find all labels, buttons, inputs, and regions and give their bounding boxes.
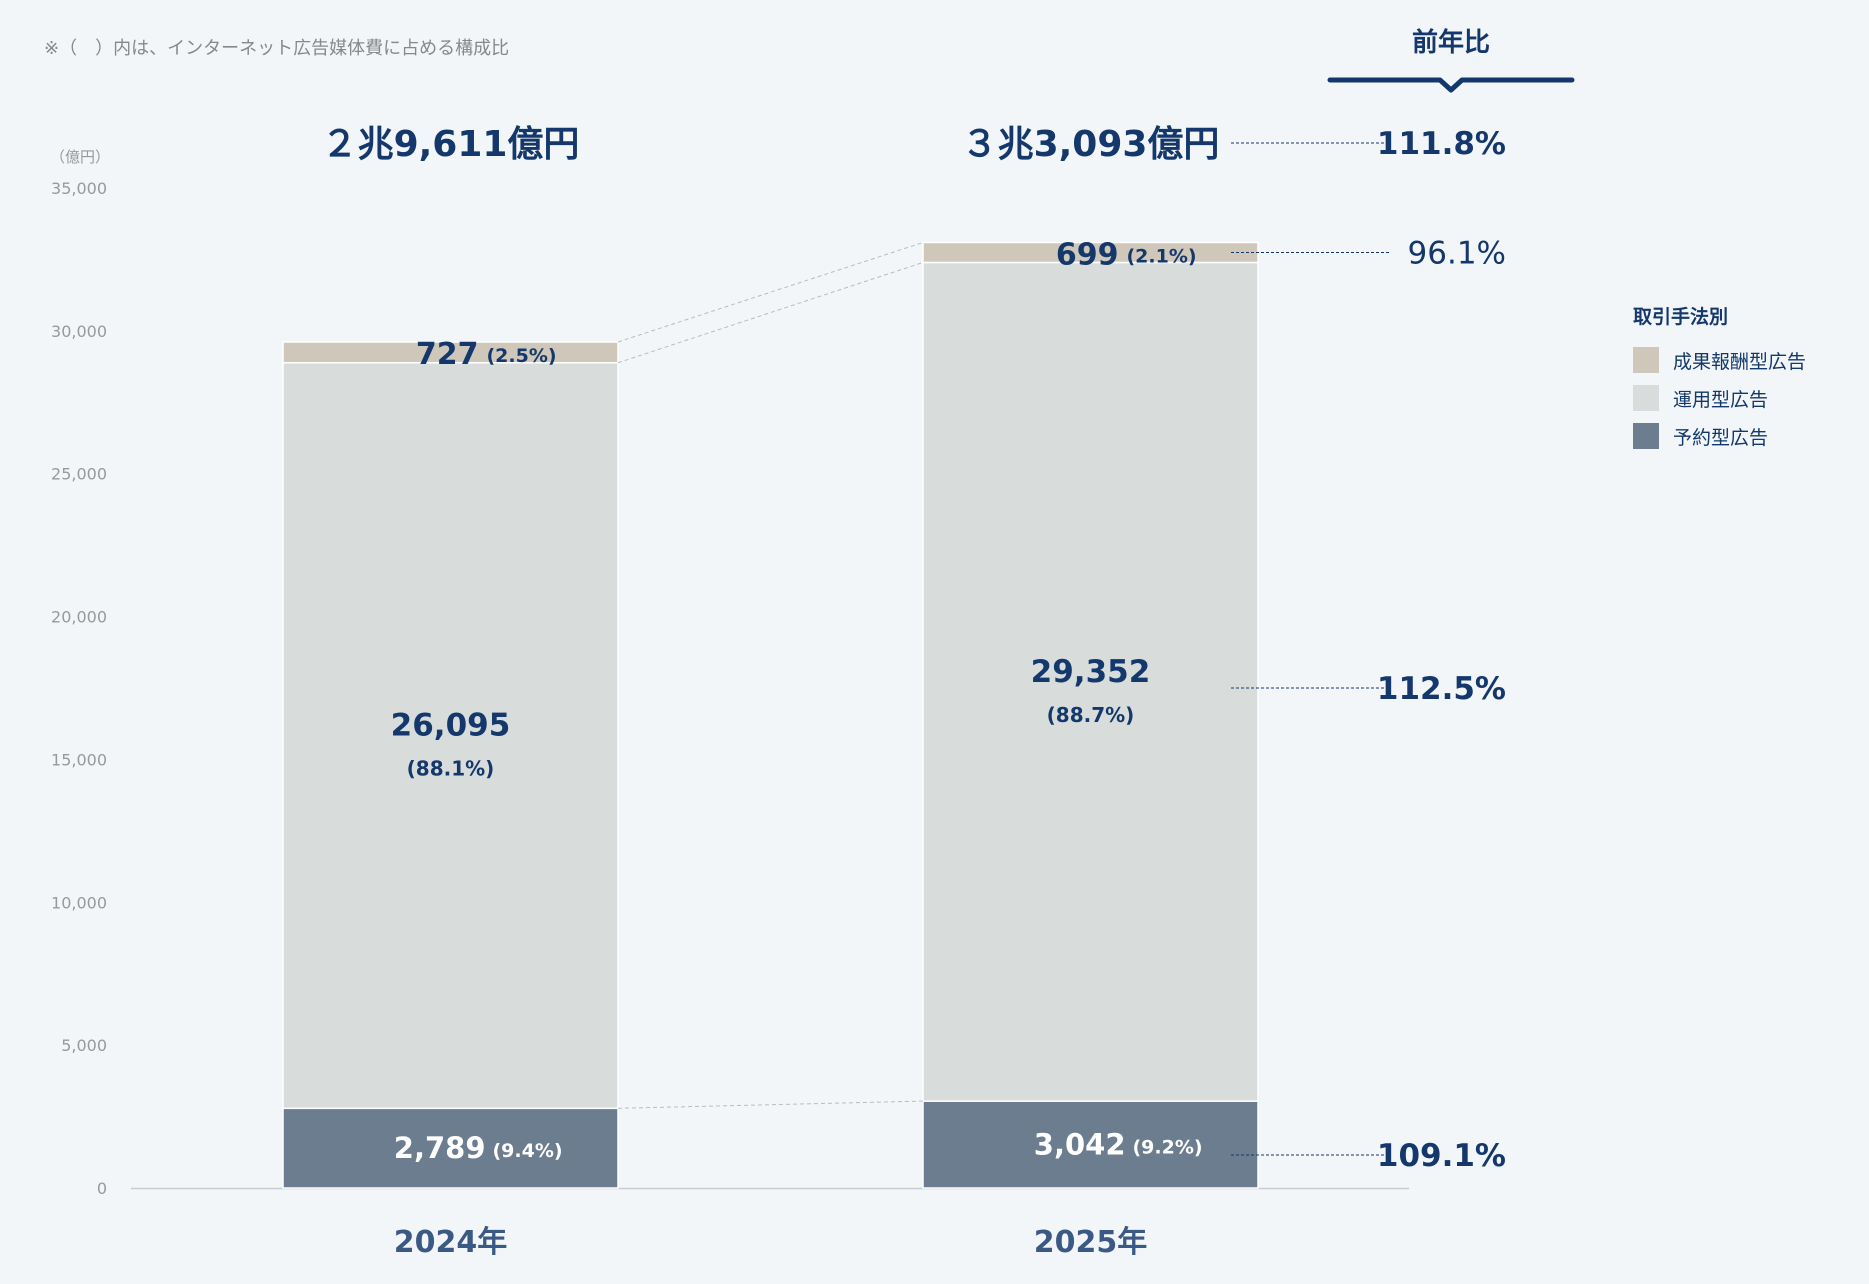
y-tick-label: 10,000 [51, 893, 107, 912]
legend-title: 取引手法別 [1633, 306, 1729, 328]
legend-item-performance: 成果報酬型広告 [1633, 341, 1806, 379]
data-label: 699 [1056, 237, 1119, 272]
legend-item-operational: 運用型広告 [1633, 379, 1806, 417]
legend: 取引手法別 成果報酬型広告 運用型広告 予約型広告 [1633, 302, 1806, 455]
y-tick-label: 0 [97, 1179, 107, 1198]
yoy-header-bracket [1327, 77, 1575, 93]
bar-segment-performance [282, 341, 619, 364]
bar-segment-reserved [282, 1107, 619, 1189]
legend-swatch [1633, 385, 1659, 411]
yoy-value: 112.5% [1377, 671, 1506, 707]
yoy-value: 96.1% [1408, 235, 1506, 271]
legend-label: 成果報酬型広告 [1673, 350, 1807, 373]
legend-label: 運用型広告 [1673, 388, 1769, 411]
yoy-value: 111.8% [1377, 126, 1506, 162]
data-label: 727 [416, 337, 479, 372]
bar-segment-reserved [922, 1100, 1259, 1189]
connector-line [617, 261, 924, 364]
legend-swatch [1633, 347, 1659, 373]
share-label: (2.1%) [1127, 245, 1197, 267]
total-label: ３兆3,093億円 [962, 124, 1220, 165]
share-label: (2.5%) [487, 345, 557, 367]
share-label: (88.7%) [1047, 703, 1135, 727]
data-label: 2,789 [394, 1131, 486, 1165]
share-label: (88.1%) [407, 757, 495, 781]
x-tick-label: 2025年 [1034, 1225, 1148, 1260]
y-tick-label: 25,000 [51, 465, 107, 484]
y-tick-label: 35,000 [51, 179, 107, 198]
y-tick-label: 30,000 [51, 322, 107, 341]
y-tick-label: 20,000 [51, 608, 107, 627]
bar-segment-operational [282, 361, 619, 1110]
yoy-header: 前年比 [1412, 27, 1490, 58]
share-label: (9.4%) [493, 1140, 563, 1162]
composition-note: ※（ ）内は、インターネット広告媒体費に占める構成比 [44, 38, 510, 59]
y-tick-label: 5,000 [61, 1036, 107, 1055]
bar-segment-operational [922, 261, 1259, 1102]
legend-label: 予約型広告 [1673, 426, 1769, 449]
legend-item-reserved: 予約型広告 [1633, 417, 1806, 455]
x-tick-label: 2024年 [394, 1225, 508, 1260]
share-label: (9.2%) [1133, 1137, 1203, 1159]
y-tick-label: 15,000 [51, 750, 107, 769]
connector-line [617, 1100, 924, 1109]
data-label: 3,042 [1034, 1128, 1126, 1162]
data-label: 29,352 [1031, 654, 1151, 690]
connector-line [617, 242, 924, 343]
total-label: ２兆9,611億円 [322, 124, 580, 165]
y-axis-unit: （億円） [50, 148, 110, 166]
data-label: 26,095 [391, 708, 511, 744]
yoy-value: 109.1% [1377, 1138, 1506, 1174]
legend-swatch [1633, 423, 1659, 449]
